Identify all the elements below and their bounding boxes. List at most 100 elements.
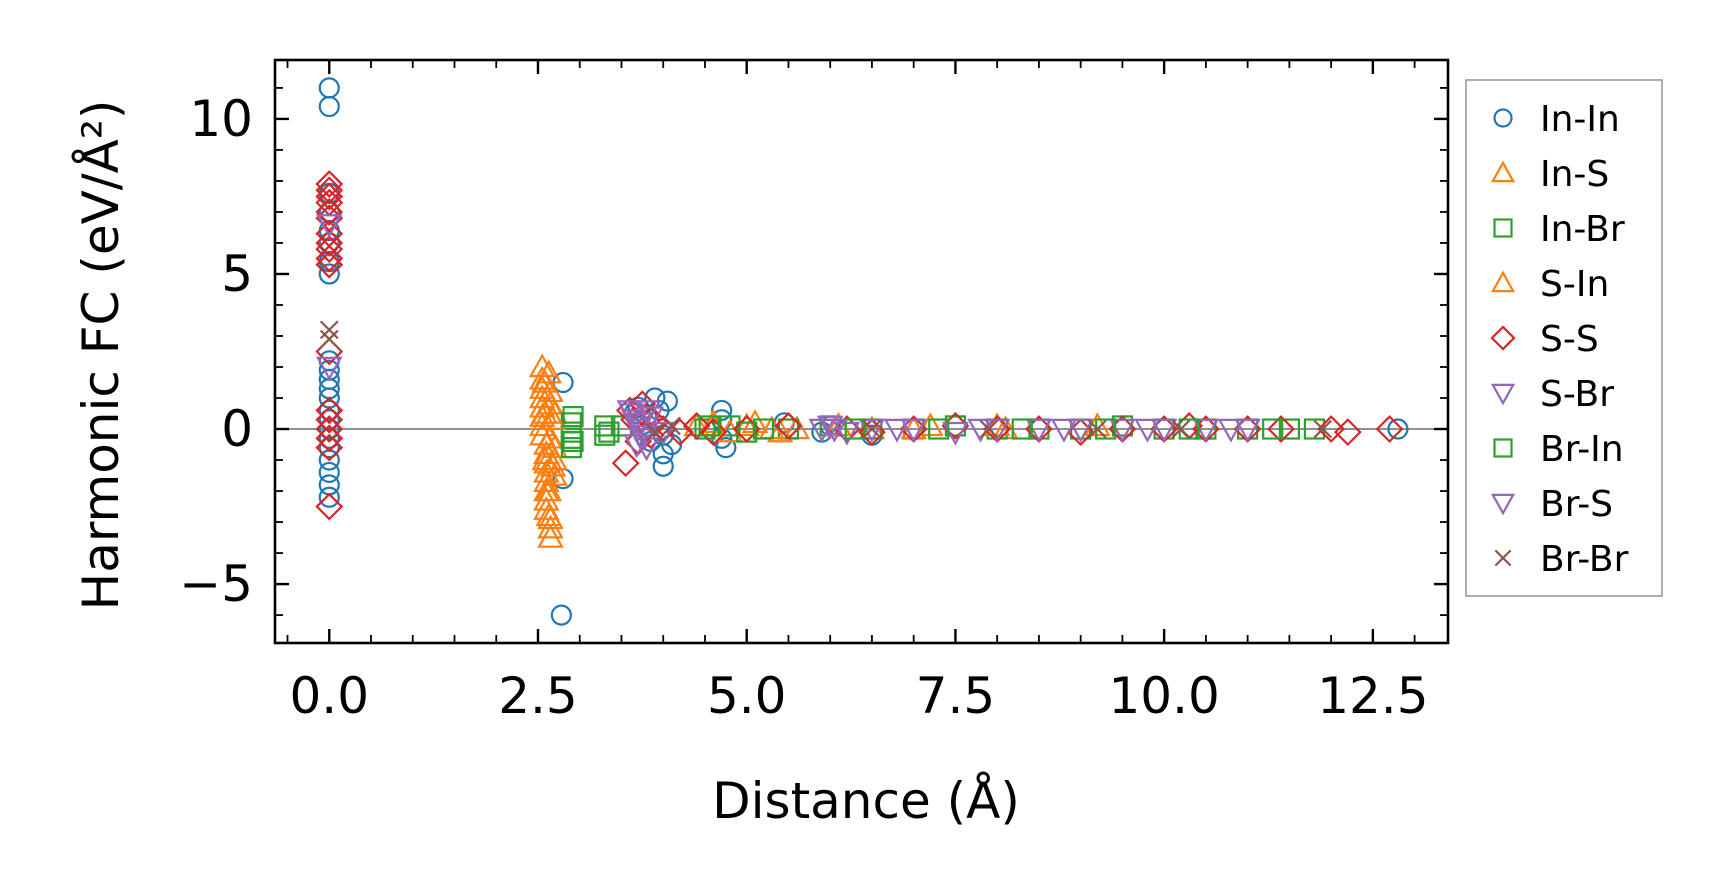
point-s-s [774, 412, 803, 440]
legend-entry: In-Br [1493, 209, 1625, 250]
point-s-s [1375, 415, 1404, 443]
point-br-br [862, 419, 882, 439]
point-s-br [1234, 418, 1261, 443]
point-in-in [318, 77, 340, 99]
x-tick-label: 5.0 [707, 667, 787, 725]
point-in-in [652, 455, 674, 477]
point-br-s [883, 418, 911, 443]
point-in-in [318, 461, 340, 484]
point-s-in [900, 415, 927, 440]
legend-marker [1490, 383, 1516, 406]
x-tick-label: 2.5 [498, 667, 578, 725]
point-s-s [611, 449, 640, 478]
point-s-s [1333, 418, 1362, 447]
point-s-s [682, 412, 711, 440]
legend-entry: Br-In [1493, 429, 1624, 470]
point-in-s [766, 418, 794, 443]
point-in-s [528, 412, 556, 437]
legend-marker [1490, 325, 1516, 351]
point-br-s [821, 418, 848, 443]
point-br-in [562, 406, 584, 428]
legend-marker [1493, 108, 1513, 128]
legend-entry: S-Br [1490, 374, 1614, 415]
point-in-in [318, 263, 340, 285]
legend-marker [1490, 160, 1516, 183]
series-br-s [618, 400, 1245, 459]
series-in-in [318, 77, 1409, 626]
point-in-in [715, 437, 737, 459]
point-br-s [634, 400, 662, 425]
series-s-in [531, 359, 1011, 527]
y-tick-label: 10 [189, 90, 253, 148]
legend-entry: In-In [1493, 99, 1620, 140]
point-s-s [1066, 418, 1095, 447]
legend-label: In-Br [1540, 209, 1625, 250]
point-br-br [319, 320, 339, 340]
legend-entry: Br-Br [1494, 539, 1629, 580]
point-s-s [315, 176, 344, 205]
legend-label: In-In [1540, 99, 1620, 140]
point-br-in [844, 418, 866, 440]
point-s-br [1067, 418, 1094, 443]
legend-box [1465, 79, 1663, 597]
point-s-s [315, 396, 344, 425]
axes [273, 58, 1450, 645]
point-s-br [858, 418, 886, 443]
point-br-s [626, 412, 654, 437]
point-s-br [1192, 418, 1220, 443]
point-in-in [318, 427, 340, 449]
point-br-s [1217, 418, 1245, 443]
point-in-in [318, 437, 340, 459]
y-tick-label: −5 [179, 555, 253, 613]
point-in-s [537, 514, 564, 539]
data-points [275, 77, 1448, 626]
point-in-br [694, 418, 716, 440]
point-br-br [662, 416, 681, 436]
point-s-br [315, 356, 343, 381]
point-s-in [983, 412, 1011, 437]
point-s-s [315, 405, 344, 434]
point-s-s [315, 250, 344, 279]
point-s-in [535, 477, 563, 502]
point-s-br [1025, 418, 1053, 443]
y-tick-label: 5 [221, 245, 253, 303]
point-s-br [315, 214, 343, 239]
point-s-s [315, 182, 344, 211]
point-s-in [535, 359, 563, 384]
point-in-s [917, 412, 944, 437]
point-s-s [1267, 415, 1295, 443]
point-s-br [816, 415, 844, 440]
point-s-s [315, 170, 344, 198]
point-in-in [318, 95, 340, 118]
legend-entry: S-S [1490, 319, 1599, 360]
legend-label: S-In [1540, 264, 1609, 305]
point-s-in [535, 502, 563, 527]
point-s-s [315, 229, 344, 257]
point-in-in [711, 399, 733, 422]
point-in-br [560, 437, 582, 459]
point-in-s [537, 523, 564, 548]
legend-entry: Br-S [1490, 484, 1613, 525]
point-br-s [1134, 418, 1161, 443]
legend-marker [1490, 493, 1516, 516]
point-br-in [698, 415, 720, 437]
point-in-s [683, 412, 710, 437]
point-s-s [315, 198, 344, 226]
point-br-in [562, 430, 584, 453]
legend-label: Br-Br [1540, 539, 1629, 580]
legend-marker [1493, 218, 1513, 238]
point-br-br [319, 329, 339, 349]
point-in-s [733, 412, 760, 437]
point-br-br [1088, 419, 1107, 439]
legend-marker [1493, 438, 1513, 458]
series-br-in [562, 406, 1284, 453]
point-in-in [1387, 418, 1409, 440]
point-s-s [315, 235, 344, 264]
point-in-br [1278, 418, 1300, 440]
point-br-br [1313, 419, 1333, 439]
point-br-in [1011, 418, 1033, 440]
legend: In-In In-S In-Br S-In S-S S-Br Br-In Br-S Br-Br [1465, 79, 1663, 597]
ticks: 0.0 2.5 5.0 7.5 10.0 12.5 −5 0 5 10 [179, 60, 1448, 725]
point-s-br [833, 421, 861, 446]
